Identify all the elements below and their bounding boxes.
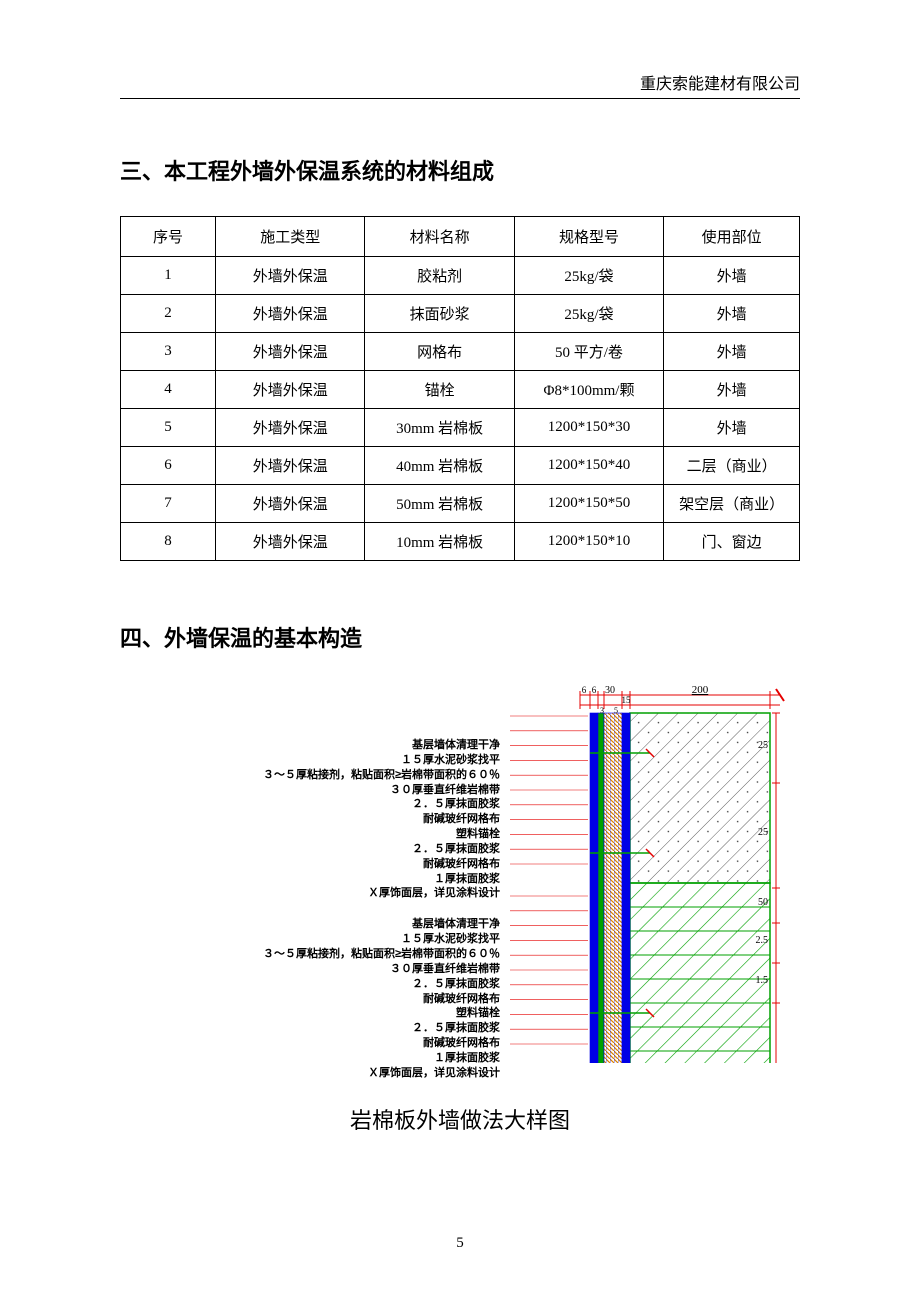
layer-label: ３０厚垂直纤维岩棉带 (120, 783, 500, 798)
table-cell: 胶粘剂 (365, 257, 514, 295)
table-cell: 外墙外保温 (216, 371, 365, 409)
table-row: 2外墙外保温抹面砂浆25kg/袋外墙 (121, 295, 800, 333)
layer-label: ３～５厚粘接剂，粘贴面积≥岩棉带面积的６０％ (120, 768, 500, 783)
table-cell: 锚栓 (365, 371, 514, 409)
svg-text:3: 3 (600, 706, 604, 715)
table-row: 6外墙外保温40mm 岩棉板1200*150*40二层（商业） (121, 447, 800, 485)
table-cell: 10mm 岩棉板 (365, 523, 514, 561)
table-cell: 5 (121, 409, 216, 447)
table-cell: 6 (121, 447, 216, 485)
table-cell: 网格布 (365, 333, 514, 371)
table-row: 8外墙外保温10mm 岩棉板1200*150*10门、窗边 (121, 523, 800, 561)
layer-label: 基层墙体清理干净 (120, 917, 500, 932)
table-cell: 外墙 (664, 333, 800, 371)
table-cell: 外墙外保温 (216, 523, 365, 561)
layer-label: １厚抹面胶浆 (120, 872, 500, 887)
svg-text:25: 25 (758, 827, 768, 838)
svg-text:30: 30 (605, 685, 615, 696)
svg-text:1.5: 1.5 (756, 975, 769, 986)
table-row: 5外墙外保温30mm 岩棉板1200*150*30外墙 (121, 409, 800, 447)
table-row: 3外墙外保温网格布50 平方/卷外墙 (121, 333, 800, 371)
svg-text:2.5: 2.5 (756, 935, 769, 946)
layer-label: ２．５厚抹面胶浆 (120, 977, 500, 992)
table-col-header: 使用部位 (664, 217, 800, 257)
table-cell: 1200*150*10 (514, 523, 663, 561)
layer-label: Ｘ厚饰面层，详见涂料设计 (120, 1066, 500, 1081)
table-cell: 外墙 (664, 295, 800, 333)
layer-label: 塑料锚栓 (120, 1006, 500, 1021)
diagram-layer-labels: 基层墙体清理干净１５厚水泥砂浆找平３～５厚粘接剂，粘贴面积≥岩棉带面积的６０％３… (120, 738, 500, 1081)
table-cell: 二层（商业） (664, 447, 800, 485)
section4-title: 四、外墙保温的基本构造 (120, 621, 800, 653)
table-cell: 外墙 (664, 257, 800, 295)
svg-text:50: 50 (758, 897, 768, 908)
layer-label: ２．５厚抹面胶浆 (120, 797, 500, 812)
table-row: 4外墙外保温锚栓Φ8*100mm/颗外墙 (121, 371, 800, 409)
table-header-row: 序号施工类型材料名称规格型号使用部位 (121, 217, 800, 257)
table-cell: 25kg/袋 (514, 295, 663, 333)
layer-label: 耐碱玻纤网格布 (120, 1036, 500, 1051)
layer-label: ２．５厚抹面胶浆 (120, 1021, 500, 1036)
layer-label: ３～５厚粘接剂，粘贴面积≥岩棉带面积的６０％ (120, 947, 500, 962)
layer-label: Ｘ厚饰面层，详见涂料设计 (120, 886, 500, 901)
layer-label: １厚抹面胶浆 (120, 1051, 500, 1066)
layer-label: １５厚水泥砂浆找平 (120, 753, 500, 768)
svg-text:6: 6 (582, 685, 587, 695)
svg-text:200: 200 (692, 684, 709, 696)
svg-text:5: 5 (614, 706, 618, 715)
layer-label: １５厚水泥砂浆找平 (120, 932, 500, 947)
table-cell: 外墙外保温 (216, 447, 365, 485)
table-cell: 1200*150*30 (514, 409, 663, 447)
layer-label: ３０厚垂直纤维岩棉带 (120, 962, 500, 977)
table-cell: 外墙外保温 (216, 295, 365, 333)
svg-text:6: 6 (592, 685, 597, 695)
page-number: 5 (0, 1235, 920, 1252)
table-cell: 8 (121, 523, 216, 561)
table-cell: 外墙 (664, 409, 800, 447)
table-cell: 外墙外保温 (216, 333, 365, 371)
svg-text:15: 15 (622, 695, 632, 705)
table-cell: 40mm 岩棉板 (365, 447, 514, 485)
table-cell: 30mm 岩棉板 (365, 409, 514, 447)
table-cell: 抹面砂浆 (365, 295, 514, 333)
table-col-header: 施工类型 (216, 217, 365, 257)
table-cell: 外墙外保温 (216, 485, 365, 523)
table-cell: Φ8*100mm/颗 (514, 371, 663, 409)
table-row: 7外墙外保温50mm 岩棉板1200*150*50架空层（商业） (121, 485, 800, 523)
layer-label: 基层墙体清理干净 (120, 738, 500, 753)
table-cell: 外墙外保温 (216, 409, 365, 447)
table-cell: 2 (121, 295, 216, 333)
table-cell: 架空层（商业） (664, 485, 800, 523)
table-row: 1外墙外保温胶粘剂25kg/袋外墙 (121, 257, 800, 295)
materials-table: 序号施工类型材料名称规格型号使用部位 1外墙外保温胶粘剂25kg/袋外墙2外墙外… (120, 216, 800, 561)
table-cell: 25kg/袋 (514, 257, 663, 295)
table-col-header: 规格型号 (514, 217, 663, 257)
table-col-header: 材料名称 (365, 217, 514, 257)
layer-label: 塑料锚栓 (120, 827, 500, 842)
table-body: 1外墙外保温胶粘剂25kg/袋外墙2外墙外保温抹面砂浆25kg/袋外墙3外墙外保… (121, 257, 800, 561)
table-cell: 50 平方/卷 (514, 333, 663, 371)
section3-title: 三、本工程外墙外保温系统的材料组成 (120, 154, 800, 186)
table-cell: 1200*150*40 (514, 447, 663, 485)
layer-label: 耐碱玻纤网格布 (120, 992, 500, 1007)
table-cell: 7 (121, 485, 216, 523)
table-cell: 1200*150*50 (514, 485, 663, 523)
table-cell: 3 (121, 333, 216, 371)
table-cell: 门、窗边 (664, 523, 800, 561)
layer-label: 耐碱玻纤网格布 (120, 857, 500, 872)
diagram-caption: 岩棉板外墙做法大样图 (120, 1103, 800, 1135)
table-cell: 50mm 岩棉板 (365, 485, 514, 523)
layer-label: ２．５厚抹面胶浆 (120, 842, 500, 857)
layer-label: 耐碱玻纤网格布 (120, 812, 500, 827)
construction-diagram: 基层墙体清理干净１５厚水泥砂浆找平３～５厚粘接剂，粘贴面积≥岩棉带面积的６０％３… (120, 683, 800, 1063)
table-cell: 4 (121, 371, 216, 409)
table-cell: 1 (121, 257, 216, 295)
table-col-header: 序号 (121, 217, 216, 257)
diagram-svg: 30 66 15 3 5 200 25 25 50 2.5 1.5 (510, 683, 800, 1063)
table-cell: 外墙 (664, 371, 800, 409)
svg-text:25: 25 (758, 740, 768, 751)
table-cell: 外墙外保温 (216, 257, 365, 295)
company-header: 重庆索能建材有限公司 (120, 70, 800, 99)
